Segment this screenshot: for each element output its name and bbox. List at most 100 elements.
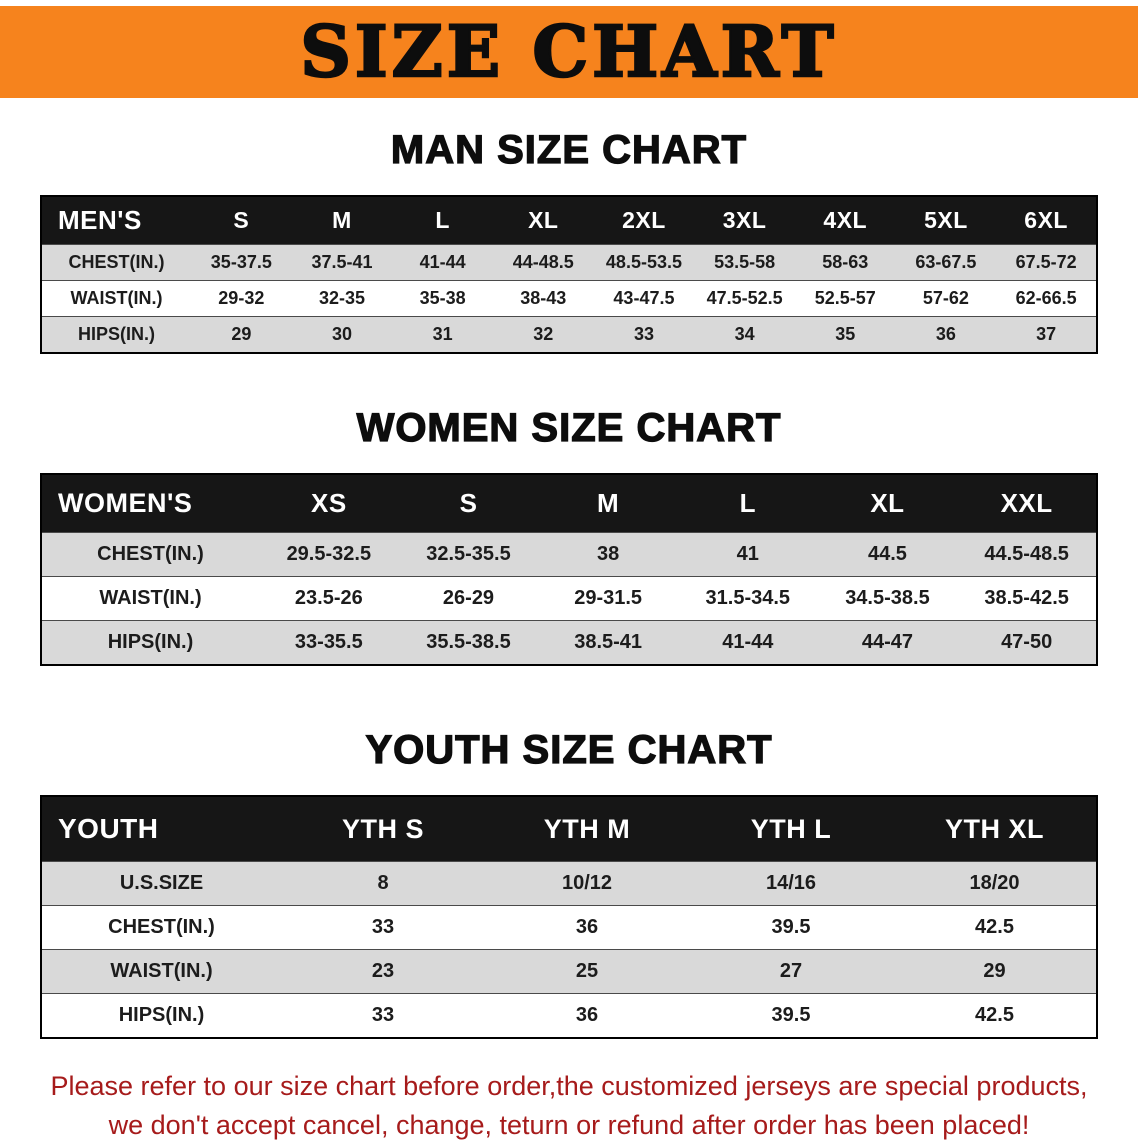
size-column-header: XS bbox=[259, 474, 399, 533]
table-row: HIPS(IN.) 33-35.5 35.5-38.5 38.5-41 41-44 44-… bbox=[41, 620, 1097, 665]
table-row: WAIST(IN.) 23.5-26 26-29 29-31.5 31.5-34.5 34… bbox=[41, 576, 1097, 621]
value-cell: 29 bbox=[231, 324, 252, 344]
row-label-cell: HIPS(IN.) bbox=[77, 324, 155, 344]
value-cell: 25 bbox=[575, 960, 599, 982]
value-cell: 44-48.5 bbox=[512, 252, 574, 272]
value-cell: 38.5-42.5 bbox=[984, 587, 1069, 609]
row-label-cell: U.S.SIZE bbox=[119, 872, 204, 894]
size-column-header: YTH S bbox=[281, 796, 485, 862]
row-label-cell: CHEST(IN.) bbox=[108, 916, 215, 938]
table-row: WAIST(IN.) 23 25 27 29 bbox=[41, 949, 1097, 994]
value-cell: 31 bbox=[432, 324, 453, 344]
value-cell: 36 bbox=[575, 1004, 599, 1026]
row-label-cell: WAIST(IN.) bbox=[99, 587, 202, 609]
row-label-cell: WAIST(IN.) bbox=[70, 288, 163, 308]
size-column-header: 4XL bbox=[794, 196, 896, 245]
header-row: WOMEN'S XS S M L XL XXL bbox=[41, 474, 1097, 533]
size-column-header: L bbox=[677, 474, 818, 533]
footer-line-2: we don't accept cancel, change, teturn o… bbox=[108, 1110, 1030, 1141]
value-cell: 29-31.5 bbox=[574, 587, 643, 609]
value-cell: 43-47.5 bbox=[613, 288, 675, 308]
value-cell: 23.5-26 bbox=[294, 587, 363, 609]
table-title-cell: YOUTH bbox=[41, 796, 281, 862]
size-column-header: L bbox=[392, 196, 493, 245]
value-cell: 33 bbox=[371, 1004, 395, 1026]
value-cell: 33 bbox=[371, 916, 395, 938]
men-section-heading: MAN SIZE CHART bbox=[390, 127, 748, 172]
men-size-table: MEN'S S M L XL 2XL 3XL 4XL 5XL 6XL CHEST(IN.) 35-37… bbox=[40, 195, 1098, 354]
value-cell: 42.5 bbox=[975, 916, 1014, 938]
youth-section-heading: YOUTH SIZE CHART bbox=[365, 727, 773, 772]
row-label-cell: CHEST(IN.) bbox=[97, 543, 204, 565]
value-cell: 26-29 bbox=[442, 587, 495, 609]
table-row: U.S.SIZE 8 10/12 14/16 18/20 bbox=[41, 861, 1097, 906]
value-cell: 35.5-38.5 bbox=[426, 631, 511, 653]
table-title-cell: MEN'S bbox=[41, 196, 191, 245]
value-cell: 29-32 bbox=[218, 288, 265, 308]
row-label-cell: CHEST(IN.) bbox=[68, 252, 165, 272]
table-row: CHEST(IN.) 29.5-32.5 32.5-35.5 38 41 44.5 44.5… bbox=[41, 532, 1097, 577]
value-cell: 47-50 bbox=[1001, 631, 1053, 653]
value-cell: 36 bbox=[935, 324, 956, 344]
value-cell: 48.5-53.5 bbox=[605, 252, 682, 272]
table-row: HIPS(IN.) 29 30 31 32 33 34 35 36 37 bbox=[41, 316, 1097, 353]
table-row: CHEST(IN.) 33 36 39.5 42.5 bbox=[41, 905, 1097, 950]
value-cell: 37 bbox=[1036, 324, 1057, 344]
size-column-header: M bbox=[291, 196, 393, 245]
value-cell: 44-47 bbox=[861, 631, 914, 653]
value-cell: 14/16 bbox=[765, 872, 817, 894]
size-column-header: S bbox=[398, 474, 539, 533]
women-section-heading: WOMEN SIZE CHART bbox=[356, 405, 782, 450]
value-cell: 41-44 bbox=[722, 631, 774, 653]
women-size-table: WOMEN'S XS S M L XL XXL CHEST(IN.) 29.5-32.5 32.5… bbox=[40, 473, 1098, 666]
size-column-header: YTH M bbox=[485, 796, 689, 862]
value-cell: 29.5-32.5 bbox=[286, 543, 372, 565]
size-chart-banner: SIZE CHART bbox=[0, 6, 1138, 98]
value-cell: 36 bbox=[575, 916, 599, 938]
table-row: HIPS(IN.) 33 36 39.5 42.5 bbox=[41, 993, 1097, 1038]
header-row: MEN'S S M L XL 2XL 3XL 4XL 5XL 6XL bbox=[41, 196, 1097, 245]
value-cell: 32-35 bbox=[318, 288, 365, 308]
value-cell: 10/12 bbox=[561, 872, 613, 894]
value-cell: 33 bbox=[633, 324, 654, 344]
size-column-header: XL bbox=[492, 196, 594, 245]
size-column-header: M bbox=[538, 474, 678, 533]
value-cell: 38.5-41 bbox=[574, 631, 643, 653]
banner-title: SIZE CHART bbox=[299, 10, 838, 93]
footer-line-1: Please refer to our size chart before or… bbox=[50, 1071, 1088, 1101]
value-cell: 52.5-57 bbox=[814, 288, 876, 308]
size-column-header: YTH XL bbox=[893, 796, 1097, 862]
value-cell: 29 bbox=[983, 960, 1006, 982]
value-cell: 47.5-52.5 bbox=[706, 288, 783, 308]
size-column-header: 3XL bbox=[694, 196, 795, 245]
value-cell: 33-35.5 bbox=[294, 631, 363, 653]
youth-size-table: YOUTH YTH S YTH M YTH L YTH XL U.S.SIZE 8 10/12… bbox=[40, 795, 1098, 1039]
value-cell: 34 bbox=[734, 324, 755, 344]
value-cell: 35-38 bbox=[419, 288, 466, 308]
size-column-header: 6XL bbox=[996, 196, 1097, 245]
value-cell: 44.5 bbox=[867, 543, 907, 565]
value-cell: 35 bbox=[835, 324, 856, 344]
value-cell: 39.5 bbox=[771, 916, 811, 938]
value-cell: 32 bbox=[533, 324, 554, 344]
value-cell: 31.5-34.5 bbox=[705, 587, 791, 609]
value-cell: 18/20 bbox=[969, 872, 1020, 894]
value-cell: 44.5-48.5 bbox=[984, 543, 1069, 565]
row-label-cell: HIPS(IN.) bbox=[118, 1004, 205, 1026]
value-cell: 58-63 bbox=[822, 252, 869, 272]
table-row: CHEST(IN.) 35-37.5 37.5-41 41-44 44-48.5 48.5… bbox=[41, 244, 1097, 281]
value-cell: 39.5 bbox=[771, 1004, 811, 1026]
value-cell: 32.5-35.5 bbox=[426, 543, 511, 565]
size-column-header: 5XL bbox=[895, 196, 997, 245]
value-cell: 8 bbox=[377, 872, 389, 894]
footer-note: Please refer to our size chart before or… bbox=[0, 1067, 1138, 1145]
value-cell: 67.5-72 bbox=[1015, 252, 1077, 272]
value-cell: 34.5-38.5 bbox=[845, 587, 930, 609]
size-column-header: 2XL bbox=[593, 196, 695, 245]
value-cell: 62-66.5 bbox=[1015, 288, 1077, 308]
value-cell: 23 bbox=[371, 960, 395, 982]
value-cell: 42.5 bbox=[975, 1004, 1014, 1026]
value-cell: 38-43 bbox=[520, 288, 567, 308]
value-cell: 37.5-41 bbox=[311, 252, 373, 272]
value-cell: 53.5-58 bbox=[714, 252, 776, 272]
